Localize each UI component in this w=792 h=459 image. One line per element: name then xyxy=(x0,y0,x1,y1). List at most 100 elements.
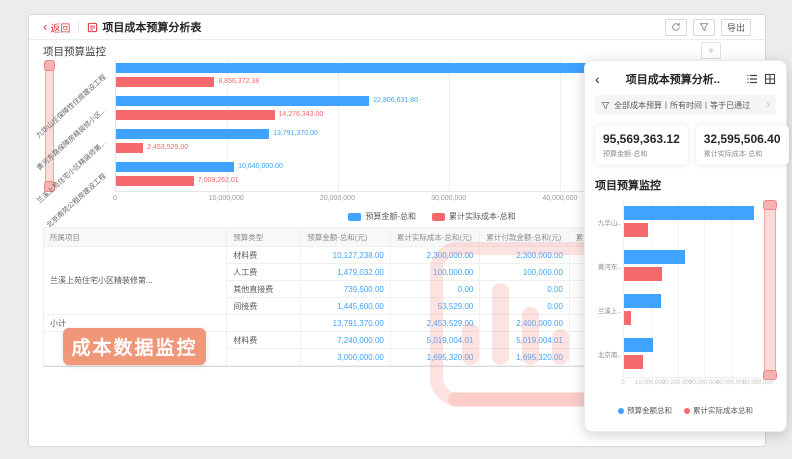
panel-section-title: 项目预算监控 xyxy=(595,180,661,192)
column-header: 预算类型 xyxy=(226,227,302,247)
panel-filter-bar[interactable]: 全部成本预算丨所有时间丨等于已通过 › xyxy=(595,95,776,115)
datazoom-slider[interactable] xyxy=(44,60,55,192)
value-cell: 53,529.00 xyxy=(389,297,481,315)
export-button[interactable]: 导出 xyxy=(720,18,751,36)
datazoom-slider[interactable] xyxy=(763,200,777,380)
bar-budget[interactable] xyxy=(624,338,653,352)
panel-filter-text: 全部成本预算丨所有时间丨等于已通过 xyxy=(614,100,750,110)
refresh-button[interactable] xyxy=(664,18,687,36)
panel-title: 项目成本预算分析.. xyxy=(625,74,720,86)
legend-item[interactable]: 预算金额-总和 xyxy=(348,211,416,222)
x-tick-label: 0 xyxy=(113,195,117,202)
bar-actual-cost[interactable] xyxy=(624,355,643,369)
bar-group xyxy=(624,289,758,333)
category-label: 北京南.. xyxy=(597,352,621,359)
list-view-icon[interactable] xyxy=(746,73,758,85)
bar-value-label: 8,856,372.38 xyxy=(218,78,260,85)
budget-type-cell: 间接费 xyxy=(226,297,302,315)
value-cell: 1,695,320.00 xyxy=(389,348,481,366)
chart-section-header: 项目预算监控 xyxy=(29,40,765,62)
stat-card-actual-cost[interactable]: 32,595,506.40 累计实际成本·总和 xyxy=(695,125,789,165)
bar-group: 22,806,631.80 14,276,343.00 xyxy=(116,92,749,125)
overlay-tag-label: 成本数据监控 xyxy=(71,338,198,359)
value-cell: 2,300,000.00 xyxy=(389,246,481,264)
gridline xyxy=(650,201,652,377)
column-header: 所属项目 xyxy=(42,227,228,247)
gridline xyxy=(731,201,733,377)
funnel-icon xyxy=(601,101,610,109)
legend-item[interactable]: 累计实际成本-总和 xyxy=(432,211,516,222)
gridline xyxy=(677,201,679,377)
bar-group xyxy=(624,201,758,245)
budget-type-cell: 人工费 xyxy=(226,263,302,281)
divider xyxy=(78,21,80,33)
value-cell: 0.00 xyxy=(479,297,570,315)
bar-actual-cost[interactable] xyxy=(116,77,215,87)
value-cell: 2,453,529.00 xyxy=(389,314,481,332)
grid-view-icon[interactable] xyxy=(764,73,776,85)
panel-stats: 95,569,363.12 预算金额·总和 32,595,506.40 累计实际… xyxy=(595,125,789,165)
budget-type-cell: 材料费 xyxy=(226,246,302,264)
x-tick-label: 40,000,000 xyxy=(715,380,747,386)
stat-value: 95,569,363.12 xyxy=(603,132,680,146)
panel-bar-chart: 九华山.. 黄河东.. 兰溪上.. 北京南.. 0 10,000,000 20,000,00… xyxy=(595,200,777,397)
bar-actual-cost[interactable] xyxy=(624,223,648,237)
bar-budget[interactable] xyxy=(624,250,686,264)
category-label: 黄河东.. xyxy=(597,264,621,271)
panel-header: ‹ 项目成本预算分析.. xyxy=(585,61,786,93)
gridline xyxy=(704,201,706,377)
stat-label: 累计实际成本·总和 xyxy=(703,151,763,158)
category-label: 兰溪上苑住宅小区精装修第... xyxy=(36,139,108,206)
y-axis-labels: 九华山庄保障性住房建设工程 黄河东路保障房精装修小区... 兰溪上苑住宅小区精装修第… xyxy=(35,59,109,230)
legend-swatch-icon xyxy=(432,212,445,221)
stat-card-budget[interactable]: 95,569,363.12 预算金额·总和 xyxy=(595,125,688,165)
bar-actual-cost[interactable] xyxy=(624,311,631,325)
filter-button[interactable] xyxy=(692,18,715,36)
bar-value-label: 7,009,262.01 xyxy=(197,177,239,184)
panel-back-icon[interactable]: ‹ xyxy=(595,70,600,87)
back-link[interactable]: ‹ 返回 xyxy=(43,20,70,35)
budget-bar-chart: 九华山庄保障性住房建设工程 黄河东路保障房精装修小区... 兰溪上苑住宅小区精装修第… xyxy=(35,59,749,230)
panel-legend: 预算金额总和 累计实际成本总和 xyxy=(585,405,786,416)
bar-budget[interactable] xyxy=(624,294,661,308)
value-cell: 100,000.00 xyxy=(389,263,481,281)
column-header: 预算金额-总和(元) xyxy=(300,227,391,247)
value-cell: 10,127,238.00 xyxy=(300,246,391,264)
category-label: 兰溪上.. xyxy=(597,308,621,315)
value-cell: 2,400,000.00 xyxy=(479,314,570,332)
value-cell: 1,445,600.00 xyxy=(300,297,391,315)
bar-budget[interactable] xyxy=(116,162,235,172)
x-tick-label: 10,000,000 xyxy=(634,380,666,386)
gridline xyxy=(449,59,451,191)
bar-value-label: 13,791,370.00 xyxy=(273,130,318,137)
bar-budget[interactable] xyxy=(116,63,653,73)
y-axis-labels: 九华山.. 黄河东.. 兰溪上.. 北京南.. xyxy=(595,201,621,377)
overlay-tag: 成本数据监控 xyxy=(63,328,206,365)
x-tick-label: 20,000,000 xyxy=(319,195,355,202)
legend-item[interactable]: 预算金额总和 xyxy=(618,405,672,416)
project-cell: 兰溪上苑住宅小区精装修第... xyxy=(42,246,228,315)
bar-budget[interactable] xyxy=(116,129,270,139)
column-header: 累计实际成本-总和(元) xyxy=(389,227,481,247)
datazoom-handle[interactable] xyxy=(763,370,777,380)
legend-swatch-icon xyxy=(348,212,362,221)
datazoom-handle[interactable] xyxy=(763,200,777,210)
bar-group xyxy=(624,333,758,377)
bar-actual-cost[interactable] xyxy=(624,267,663,281)
settings-gear-button[interactable] xyxy=(701,42,721,59)
bar-value-label: 14,276,343.00 xyxy=(278,111,324,118)
back-chevron-icon: ‹ xyxy=(43,19,48,34)
gridline xyxy=(338,59,340,191)
datazoom-handle[interactable] xyxy=(44,60,55,71)
bar-budget[interactable] xyxy=(116,96,370,106)
x-tick-label: 50,000,000 xyxy=(742,380,774,386)
bar-actual-cost[interactable] xyxy=(116,176,194,186)
bar-actual-cost[interactable] xyxy=(116,110,275,120)
legend-item[interactable]: 累计实际成本总和 xyxy=(684,405,753,416)
value-cell: 5,019,004.01 xyxy=(479,331,570,349)
datazoom-handle[interactable] xyxy=(44,181,55,192)
bar-actual-cost[interactable] xyxy=(116,143,144,153)
column-header: 累计付款金额-总和(元) xyxy=(479,227,570,247)
bar-budget[interactable] xyxy=(624,206,754,220)
